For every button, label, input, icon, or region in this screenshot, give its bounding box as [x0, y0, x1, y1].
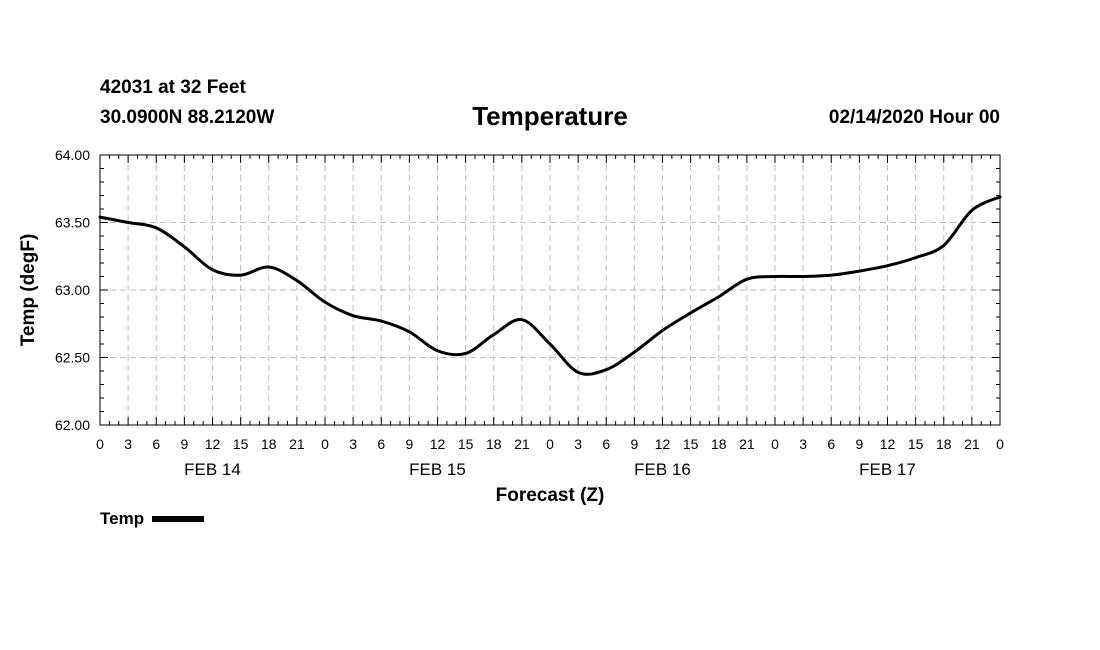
legend-line-swatch	[152, 516, 205, 522]
x-tick-label: 18	[486, 436, 502, 452]
x-tick-label: 6	[602, 436, 610, 452]
x-tick-label: 0	[96, 436, 104, 452]
day-label: FEB 16	[634, 460, 691, 479]
plot-frame	[99, 154, 1001, 426]
y-axis-label: Temp (degF)	[18, 234, 39, 347]
x-tick-label: 12	[430, 436, 446, 452]
y-tick-label: 64.00	[55, 147, 90, 163]
x-tick-label: 21	[289, 436, 305, 452]
x-tick-label: 6	[377, 436, 385, 452]
x-tick-label: 21	[739, 436, 755, 452]
x-tick-label: 3	[124, 436, 132, 452]
x-tick-label: 21	[964, 436, 980, 452]
x-tick-label: 0	[771, 436, 779, 452]
x-tick-label: 12	[205, 436, 221, 452]
x-tick-label: 0	[996, 436, 1004, 452]
x-tick-label: 3	[574, 436, 582, 452]
y-tick-label: 62.00	[55, 417, 90, 433]
forecast-datetime: 02/14/2020 Hour 00	[828, 107, 1000, 128]
day-label: FEB 17	[859, 460, 916, 479]
x-tick-label: 15	[908, 436, 924, 452]
x-tick-label: 15	[683, 436, 699, 452]
x-tick-label: 9	[180, 436, 188, 452]
chart-title: Temperature	[472, 101, 628, 131]
legend: Temp	[100, 509, 205, 529]
temp-series-line	[98, 195, 1002, 376]
x-tick-label: 9	[630, 436, 638, 452]
day-label: FEB 15	[409, 460, 466, 479]
x-tick-label: 9	[855, 436, 863, 452]
x-tick-label: 21	[514, 436, 530, 452]
x-tick-label: 18	[711, 436, 727, 452]
x-axis-label: Forecast (Z)	[496, 485, 605, 506]
x-tick-label: 15	[233, 436, 249, 452]
day-label: FEB 14	[184, 460, 241, 479]
x-tick-label: 0	[546, 436, 554, 452]
x-tick-label: 6	[827, 436, 835, 452]
x-tick-label: 3	[349, 436, 357, 452]
x-tick-label: 18	[936, 436, 952, 452]
x-tick-label: 3	[799, 436, 807, 452]
y-tick-label: 63.00	[55, 282, 90, 298]
x-tick-label: 15	[458, 436, 474, 452]
station-label: 42031 at 32 Feet	[100, 77, 246, 98]
coordinates-label: 30.0900N 88.2120W	[100, 107, 275, 128]
x-tick-label: 18	[261, 436, 277, 452]
x-tick-label: 12	[880, 436, 896, 452]
x-tick-label: 9	[405, 436, 413, 452]
x-tick-label: 12	[655, 436, 671, 452]
y-tick-label: 63.50	[55, 215, 90, 231]
legend-label: Temp	[100, 509, 145, 528]
y-tick-label: 62.50	[55, 350, 90, 366]
x-tick-label: 0	[321, 436, 329, 452]
x-tick-label: 6	[152, 436, 160, 452]
